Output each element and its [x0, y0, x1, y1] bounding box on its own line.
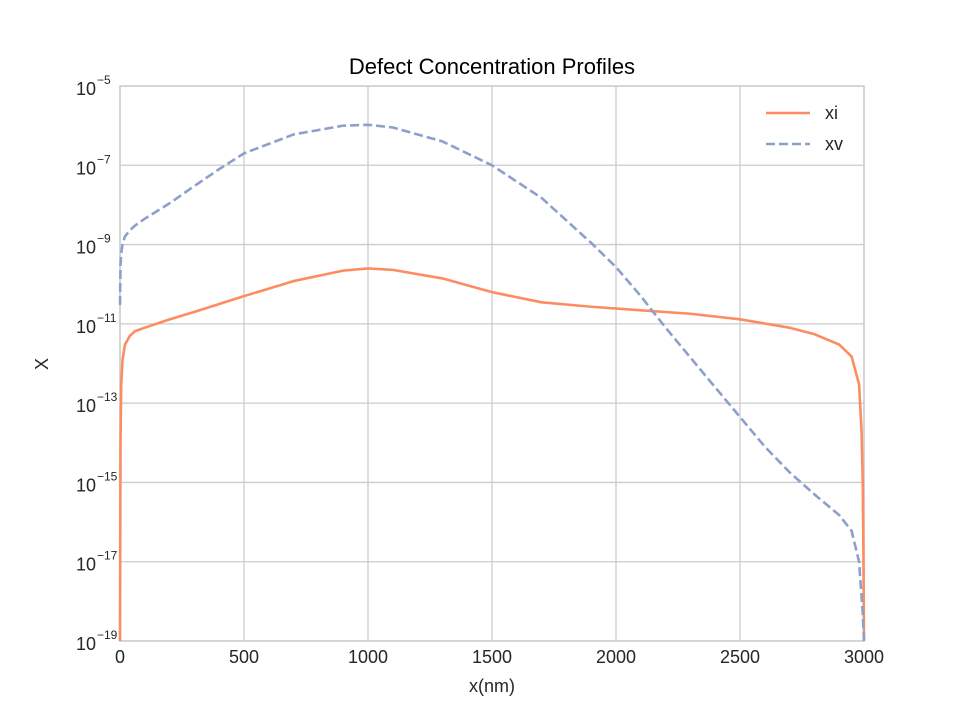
y-tick-label: 10	[76, 555, 96, 575]
series-layer	[118, 123, 866, 642]
series-line-xi	[118, 267, 866, 642]
chart-title: Defect Concentration Profiles	[349, 54, 635, 79]
legend-label-xi: xi	[825, 103, 838, 123]
x-tick-label: 500	[229, 647, 259, 667]
legend-label-xv: xv	[825, 134, 843, 154]
y-tick-exponent: −7	[97, 152, 111, 166]
x-tick-label: 0	[115, 647, 125, 667]
y-tick-exponent: −19	[97, 628, 118, 642]
y-tick-exponent: −11	[97, 311, 117, 325]
y-tick-label: 10	[76, 79, 96, 99]
y-tick-exponent: −9	[97, 232, 111, 246]
x-tick-label: 2500	[720, 647, 760, 667]
y-tick-label: 10	[76, 475, 96, 495]
y-tick-exponent: −5	[97, 73, 111, 87]
grid	[119, 85, 865, 642]
y-tick-label: 10	[76, 238, 96, 258]
x-tick-label: 1000	[348, 647, 388, 667]
y-tick-label: 10	[76, 396, 96, 416]
y-tick-exponent: −13	[97, 390, 118, 404]
plot-frame	[119, 85, 865, 642]
x-axis-label: x(nm)	[469, 676, 515, 696]
y-tick-label: 10	[76, 317, 96, 337]
legend: xi xv	[766, 103, 843, 154]
x-tick-label: 3000	[844, 647, 884, 667]
y-tick-exponent: −17	[97, 549, 118, 563]
x-tick-label: 1500	[472, 647, 512, 667]
y-axis-label: X	[32, 358, 52, 370]
y-tick-exponent: −15	[97, 469, 118, 483]
series-line-xv	[118, 123, 866, 642]
y-tick-label: 10	[76, 158, 96, 178]
x-tick-label: 2000	[596, 647, 636, 667]
y-tick-label: 10	[76, 634, 96, 654]
